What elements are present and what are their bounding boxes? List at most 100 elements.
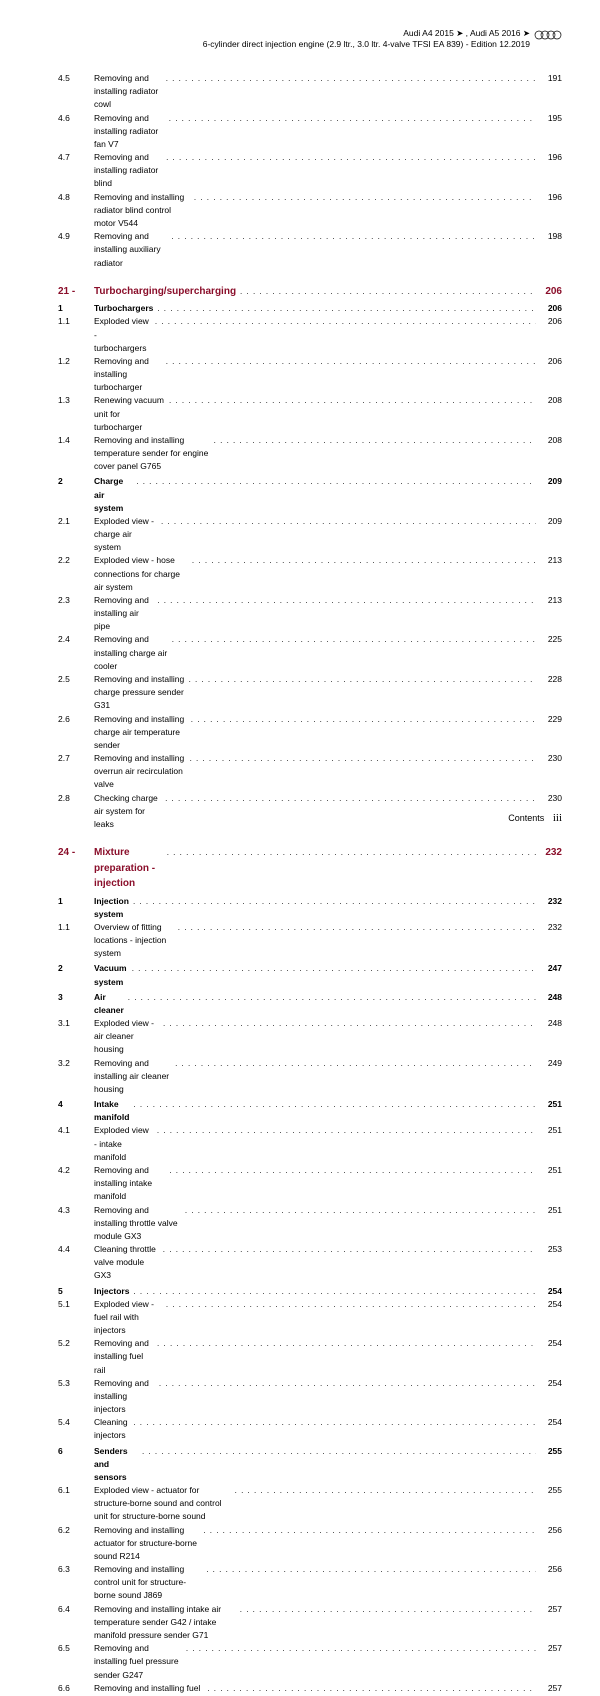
toc-leader bbox=[169, 113, 536, 121]
toc-chapter: 21 -Turbocharging/supercharging206 bbox=[58, 284, 562, 300]
toc-page: 257 bbox=[536, 1642, 562, 1655]
toc-leader bbox=[136, 476, 536, 484]
toc-item: 2.6Removing and installing charge air te… bbox=[58, 713, 562, 753]
toc-item: 4.1Exploded view - intake manifold251 bbox=[58, 1124, 562, 1164]
toc-page: 247 bbox=[536, 962, 562, 975]
toc-leader bbox=[169, 395, 536, 403]
toc-leader bbox=[133, 1286, 536, 1294]
toc-number: 5 bbox=[58, 1285, 94, 1298]
toc-number: 24 - bbox=[58, 845, 94, 861]
toc-page: 232 bbox=[536, 845, 562, 861]
toc-leader bbox=[166, 73, 536, 81]
toc-leader bbox=[166, 152, 536, 160]
toc-page: 249 bbox=[536, 1057, 562, 1070]
toc-item: 2.5Removing and installing charge pressu… bbox=[58, 673, 562, 713]
toc-leader bbox=[157, 303, 536, 311]
toc-page: 196 bbox=[536, 151, 562, 164]
toc-number: 6.3 bbox=[58, 1563, 94, 1576]
toc-number: 2.1 bbox=[58, 515, 94, 528]
toc-item: 2.3Removing and installing air pipe213 bbox=[58, 594, 562, 634]
header-line-2: 6-cylinder direct injection engine (2.9 … bbox=[58, 39, 530, 50]
toc-page: 248 bbox=[536, 1017, 562, 1030]
toc-page: 232 bbox=[536, 895, 562, 908]
toc-number: 3.1 bbox=[58, 1017, 94, 1030]
toc-item: 4.8Removing and installing radiator blin… bbox=[58, 191, 562, 231]
toc-number: 1.2 bbox=[58, 355, 94, 368]
toc-title: Renewing vacuum unit for turbocharger bbox=[94, 394, 169, 434]
toc-page: 254 bbox=[536, 1285, 562, 1298]
toc-item: 6.1Exploded view - actuator for structur… bbox=[58, 1484, 562, 1524]
toc-leader bbox=[142, 1446, 536, 1454]
toc-item: 1.1Exploded view - turbochargers206 bbox=[58, 315, 562, 355]
toc-leader bbox=[155, 316, 536, 324]
toc-title: Removing and installing radiator cowl bbox=[94, 72, 166, 112]
toc-title: Exploded view - hose connections for cha… bbox=[94, 554, 192, 594]
toc-title: Turbochargers bbox=[94, 302, 157, 315]
toc-section: 1Injection system232 bbox=[58, 895, 562, 921]
toc-title: Removing and installing intake manifold bbox=[94, 1164, 169, 1204]
toc-leader bbox=[190, 753, 536, 761]
toc-title: Removing and installing radiator blind bbox=[94, 151, 166, 191]
toc-leader bbox=[165, 793, 536, 801]
toc-title: Removing and installing control unit for… bbox=[94, 1563, 206, 1603]
toc-item: 2.4Removing and installing charge air co… bbox=[58, 633, 562, 673]
toc-number: 1.1 bbox=[58, 315, 94, 328]
toc-title: Overview of fitting locations - injectio… bbox=[94, 921, 178, 961]
toc-section: 1Turbochargers206 bbox=[58, 302, 562, 315]
toc-title: Removing and installing overrun air reci… bbox=[94, 752, 190, 792]
toc-title: Removing and installing actuator for str… bbox=[94, 1524, 203, 1564]
toc-title: Charge air system bbox=[94, 475, 136, 515]
toc-item: 1.1Overview of fitting locations - injec… bbox=[58, 921, 562, 961]
toc-number: 1 bbox=[58, 302, 94, 315]
toc-page: 230 bbox=[536, 792, 562, 805]
toc-page: 213 bbox=[536, 554, 562, 567]
toc-leader bbox=[207, 1683, 536, 1691]
toc-page: 257 bbox=[536, 1682, 562, 1695]
toc-item: 6.6Removing and installing fuel pressure… bbox=[58, 1682, 562, 1696]
toc-leader bbox=[169, 1165, 536, 1173]
toc-number: 2.6 bbox=[58, 713, 94, 726]
toc-title: Exploded view - intake manifold bbox=[94, 1124, 157, 1164]
toc-leader bbox=[133, 896, 536, 904]
toc-leader bbox=[161, 516, 536, 524]
toc-item: 6.4Removing and installing intake air te… bbox=[58, 1603, 562, 1643]
toc-item: 5.2Removing and installing fuel rail254 bbox=[58, 1337, 562, 1377]
page-header: Audi A4 2015 ➤ , Audi A5 2016 ➤ 6-cylind… bbox=[58, 28, 562, 50]
toc-leader bbox=[240, 1604, 536, 1612]
toc-page: 195 bbox=[536, 112, 562, 125]
toc-page: 255 bbox=[536, 1445, 562, 1458]
toc-number: 6.1 bbox=[58, 1484, 94, 1497]
table-of-contents: 4.5Removing and installing radiator cowl… bbox=[58, 72, 562, 1696]
toc-page: 248 bbox=[536, 991, 562, 1004]
toc-item: 2.2Exploded view - hose connections for … bbox=[58, 554, 562, 594]
toc-title: Removing and installing fuel pressure se… bbox=[94, 1682, 207, 1696]
toc-number: 1 bbox=[58, 895, 94, 908]
footer-page-number: iii bbox=[547, 812, 562, 824]
toc-number: 6.5 bbox=[58, 1642, 94, 1655]
toc-number: 4.3 bbox=[58, 1204, 94, 1217]
toc-leader bbox=[194, 192, 536, 200]
toc-page: 251 bbox=[536, 1204, 562, 1217]
toc-leader bbox=[185, 1205, 536, 1213]
toc-title: Removing and installing throttle valve m… bbox=[94, 1204, 185, 1244]
toc-item: 3.1Exploded view - air cleaner housing24… bbox=[58, 1017, 562, 1057]
toc-page: 254 bbox=[536, 1337, 562, 1350]
toc-title: Removing and installing fuel pressure se… bbox=[94, 1642, 186, 1682]
toc-item: 3.2Removing and installing air cleaner h… bbox=[58, 1057, 562, 1097]
toc-item: 4.5Removing and installing radiator cowl… bbox=[58, 72, 562, 112]
toc-title: Removing and installing fuel rail bbox=[94, 1337, 157, 1377]
toc-section: 5Injectors254 bbox=[58, 1285, 562, 1298]
toc-page: 255 bbox=[536, 1484, 562, 1497]
toc-number: 1.4 bbox=[58, 434, 94, 447]
toc-number: 4.7 bbox=[58, 151, 94, 164]
toc-number: 2.3 bbox=[58, 594, 94, 607]
toc-item: 4.9Removing and installing auxiliary rad… bbox=[58, 230, 562, 270]
toc-page: 256 bbox=[536, 1563, 562, 1576]
page-footer: Contents iii bbox=[508, 812, 562, 824]
toc-leader bbox=[132, 963, 536, 971]
toc-number: 2.2 bbox=[58, 554, 94, 567]
toc-item: 1.4Removing and installing temperature s… bbox=[58, 434, 562, 474]
toc-section: 6Senders and sensors255 bbox=[58, 1445, 562, 1485]
toc-title: Removing and installing turbocharger bbox=[94, 355, 166, 395]
toc-page: 254 bbox=[536, 1298, 562, 1311]
